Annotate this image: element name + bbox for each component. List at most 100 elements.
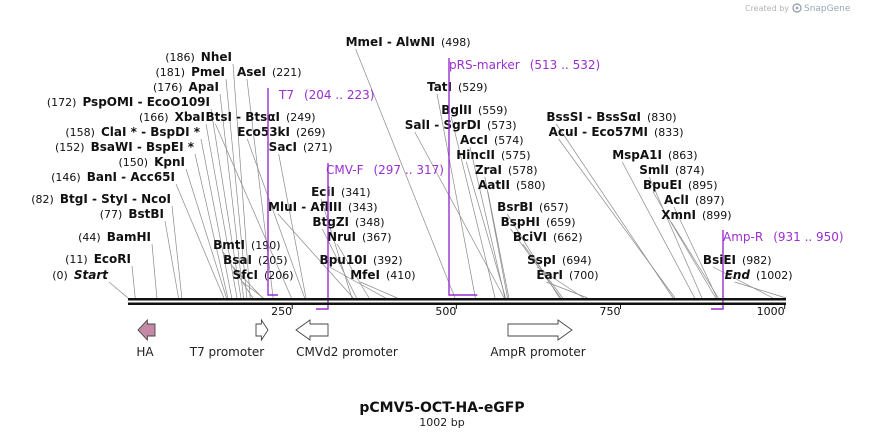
site-label: BssSI - BssSαI [546,110,641,124]
site-leader-kpni [185,168,227,299]
site-kpni: KpnI (150) [119,155,186,169]
site-leader-acui-eco57mi [558,138,676,299]
site-label: SspI [527,253,556,267]
site-leader-bsphi [510,228,562,299]
site-leader-mlui-afliii [277,213,354,299]
site-leader-sali-sgrdi [414,131,505,299]
site-leader-pspomi-ecoo109i [210,108,242,299]
site-bsawi-bspei: BsaWI - BspEI * (152) [55,140,195,154]
site-position: (152) [55,141,85,154]
bp-ruler: 250 500 750 1000 [271,305,786,318]
site-bglii: (559) BglII [441,103,507,117]
site-label: EarI [536,268,563,282]
site-position: (158) [65,126,95,139]
site-pmei: PmeI (181) [156,65,226,79]
site-position: (700) [569,269,599,282]
site-leader-apai [219,93,244,299]
site-label: BspHI [501,215,540,229]
site-leader-bpu10i [329,266,386,299]
site-position: (221) [272,66,302,79]
site-label: AseI [237,65,266,79]
site-leader-eari [546,281,588,299]
site-leader-aatii [487,191,510,299]
site-position: (1002) [756,269,793,282]
site-position: (830) [647,111,677,124]
site-xmni: (899) XmnI [661,208,731,222]
site-bpu10i: (392) Bpu10I [320,253,403,267]
site-xbai: XbaI (166) [139,110,205,124]
site-leader-xbai [205,123,238,299]
site-leader-ecori [131,265,136,299]
site-label: BstBI [128,207,164,221]
site-label: BanI - Acc65I [87,170,175,184]
primer-label: CMV-F [326,163,364,177]
site-position: (166) [139,111,169,124]
site-leader-bpuei [652,191,717,299]
restriction-site-labels: NheI (186)PmeI (181)ApaI (176)PspOMI - EcoO… [31,35,792,282]
site-label: AatII [478,178,510,192]
feature-label: CMVd2 promoter [296,345,398,359]
site-bpuei: (895) BpuEI [643,178,718,192]
site-asei: (221) AseI [237,65,302,79]
site-position: (498) [441,36,471,49]
site-leader-end [734,281,787,299]
site-position: (205) [258,254,288,267]
ruler-tick-500: 500 [435,305,457,318]
site-smli: (874) SmlI [639,163,704,177]
snapgene-logo-icon [792,3,802,13]
site-label: BpuEI [643,178,682,192]
site-leader-ecii [320,198,353,299]
site-hincii: (575) HincII [456,148,530,162]
feature-track: HA T7 promoter CMVd2 promoter AmpR promoter [136,318,586,359]
site-position: (0) [52,269,68,282]
site-bcivi: (662) BciVI [513,230,583,244]
site-label: Start [74,268,109,282]
site-aatii: (580) AatII [478,178,546,192]
site-position: (895) [688,179,718,192]
primer-bracket [316,163,329,310]
site-leader-pmei [225,78,248,299]
site-mlui-afliii: (343) MluI - AflIII [268,200,378,214]
site-sfci: (206) SfcI [233,268,294,282]
site-position: (897) [695,194,725,207]
site-leader-mspa1i [621,161,696,299]
site-label: MfeI [350,268,380,282]
site-label: ApaI [189,80,219,94]
site-position: (367) [362,231,392,244]
site-leader-mmei-alwni [355,48,456,299]
site-label: HincII [456,148,495,162]
site-leader-eco53ki [246,138,305,299]
site-label: EciI [311,185,335,199]
site-label: BtsI - BtsαI [205,110,280,124]
site-leader-bsawi-bspei [194,153,229,299]
site-leader-lines [108,48,787,299]
site-label: NheI [201,50,232,64]
site-position: (11) [65,253,88,266]
site-label: MluI - AflIII [268,200,342,214]
site-position: (410) [386,269,416,282]
site-label: BsaWI - BspEI * [91,140,195,154]
site-leader-acli [673,206,718,299]
site-position: (271) [303,141,333,154]
site-bamhi: BamHI (44) [78,230,151,244]
site-leader-hincii [465,161,506,299]
site-btgzi: (348) BtgZI [312,215,384,229]
site-label: SfcI [233,268,258,282]
primer-label: Amp-R [723,230,763,244]
site-clai-bspdi: ClaI * - BspDI * (158) [65,125,200,139]
site-sali-sgrdi: (573) SalI - SgrDI [405,118,517,132]
site-btsi-bts-i: (249) BtsI - BtsαI [205,110,315,124]
site-position: (146) [51,171,81,184]
site-position: (206) [264,269,294,282]
primer-cmv-f: CMV-F (297 .. 317) [316,163,444,310]
feature-ha: HA [136,318,156,359]
site-label: End [725,268,751,282]
site-position: (343) [348,201,378,214]
site-label: BsaI [223,253,252,267]
site-position: (186) [165,51,195,64]
ruler-tick-1000: 1000 [757,305,786,318]
site-leader-sspi [536,266,584,299]
site-bsrbi: (657) BsrBI [497,200,568,214]
site-position: (269) [296,126,326,139]
feature-arrow [295,319,329,341]
